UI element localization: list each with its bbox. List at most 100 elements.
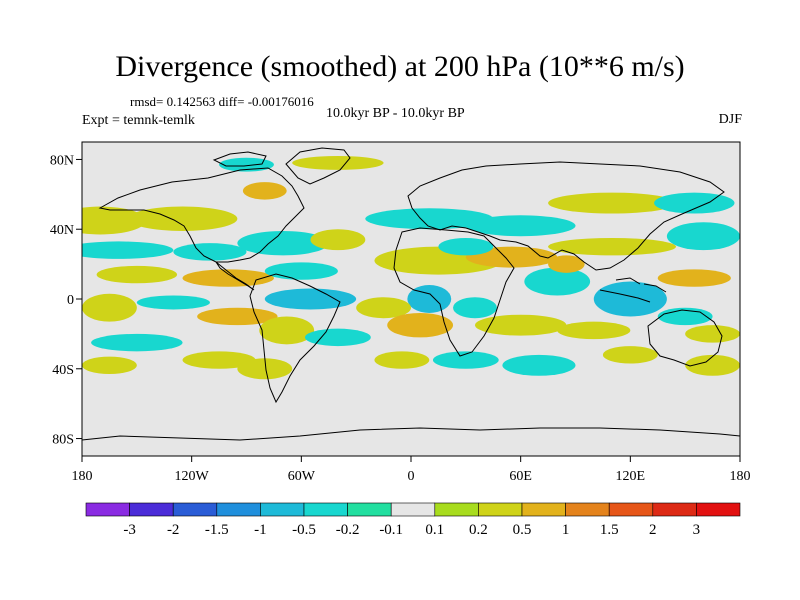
y-tick-label: 80N [50,153,74,168]
colorbar-label: 1 [562,522,570,538]
colorbar-label: 0.2 [469,522,488,538]
rmsd-diff-stats: rmsd= 0.142563 diff= -0.00176016 [130,94,314,109]
anomaly-region-31 [657,269,731,287]
colorbar-swatch [608,502,654,517]
y-tick-label: 40N [50,223,74,238]
colorbar-swatch [652,502,697,517]
anomaly-region-8 [182,269,274,287]
colorbar-swatch [478,502,523,517]
anomaly-region-35 [593,281,667,317]
colorbar-label: -1.5 [205,522,229,538]
colorbar-label: 0.1 [425,522,444,538]
experiment-label: Expt = temnk-temlk [82,113,195,128]
colorbar-label: 2 [649,522,657,538]
anomaly-region-6 [310,229,366,251]
colorbar-label: -2 [167,522,180,538]
anomaly-region-46 [602,346,658,364]
colorbar-swatch [565,502,610,517]
anomaly-region-38 [356,297,412,319]
colorbar-label: 3 [693,522,701,538]
colorbar-swatch [696,502,741,517]
anomaly-region-3 [82,241,174,259]
anomaly-region-30 [666,222,740,251]
colorbar-swatch [390,502,436,517]
colorbar-swatch [172,502,218,517]
coastline-indonesia [599,277,667,303]
x-tick-label: 180 [72,469,93,484]
anomaly-region-11 [136,295,210,310]
anomaly-region-44 [432,351,499,369]
anomaly-region-4 [173,243,247,261]
coastline-south-america [249,273,341,404]
x-tick-label: 180 [730,469,751,484]
anomaly-region-23 [365,208,494,230]
coastline-central-america [215,261,255,291]
anomaly-region-45 [502,354,576,376]
colorbar-swatch [303,502,348,517]
anomaly-region-16 [91,333,183,352]
anomaly-region-17 [82,356,137,375]
anomaly-region-36 [407,285,452,313]
x-tick-label: 60W [288,469,316,484]
colorbar: -3 -2 -1.5 -1 -0.5 -0.2 -0.1 0.1 0.2 0.5 1 1.5 2 3 [85,502,741,538]
colorbar-label: 1.5 [600,522,619,538]
map-axes: 180 120W 60W 0 60E 120E 180 80N 40N 0 40S 80S [50,153,751,484]
anomaly-region-24 [465,215,576,237]
coastline-africa [393,227,515,357]
colorbar-swatch [260,502,305,517]
colorbar-swatch [434,502,479,517]
colorbar-swatch [216,502,261,517]
anomaly-region-13 [264,288,357,310]
anomaly-region-19 [237,358,293,380]
anomaly-region-7 [96,265,178,284]
period-label: 10.0kyr BP - 10.0kyr BP [326,106,465,121]
colorbar-swatch [85,502,130,517]
coastline-greenland [285,147,351,185]
anomaly-region-5 [237,230,329,256]
anomaly-region-47 [685,354,740,376]
anomaly-region-9 [264,262,338,280]
anomaly-region-21 [242,182,287,200]
anomaly-region-39 [387,312,454,338]
y-tick-label: 40S [52,363,74,378]
coastlines [82,147,740,441]
anomaly-region-41 [557,321,631,340]
colorbar-label: 0.5 [513,522,532,538]
coastline-australia [647,309,723,367]
colorbar-label: -0.1 [379,522,403,538]
colorbar-label: -3 [123,522,136,538]
anomaly-region-10 [82,293,137,322]
anomaly-region-48 [374,351,430,369]
anomaly-fields [82,155,740,380]
colorbar-label: -0.5 [292,522,316,538]
season-label: DJF [718,112,742,127]
x-tick-label: 0 [408,469,415,484]
colorbar-label: -0.2 [336,522,360,538]
coastline-eurasia [407,161,725,271]
y-tick-label: 0 [67,293,74,308]
anomaly-region-20 [292,155,384,170]
anomaly-region-37 [453,297,497,319]
anomaly-region-15 [304,328,371,347]
x-tick-label: 120W [175,469,210,484]
coastline-arctic-islands [212,151,267,167]
colorbar-swatch [129,502,174,517]
colorbar-label: -1 [254,522,267,538]
colorbar-swatch [521,502,566,517]
anomaly-region-29 [548,237,677,256]
anomaly-region-43 [685,325,740,343]
anomaly-region-33 [524,267,591,296]
colorbar-swatch [347,502,392,517]
anomaly-region-25 [548,192,677,214]
coastline-antarctica [82,427,740,441]
anomaly-region-14 [259,316,315,345]
coastline-north-america [98,167,305,263]
y-tick-label: 80S [52,433,74,448]
anomaly-region-26 [654,192,735,214]
anomaly-region-18 [182,351,256,369]
anomaly-region-1 [82,206,146,235]
chart-title: Divergence (smoothed) at 200 hPa (10**6 … [115,50,685,83]
x-tick-label: 60E [509,469,532,484]
anomaly-region-34 [548,255,585,273]
